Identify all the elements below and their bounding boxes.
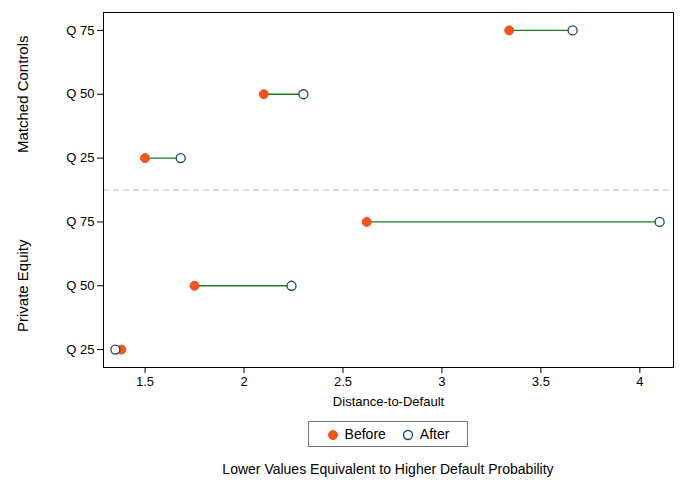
svg-text:Matched Controls: Matched Controls [14,35,31,153]
html-text:Before: Before [344,426,386,442]
svg-text:3.5: 3.5 [532,374,550,389]
svg-text:1.5: 1.5 [136,374,154,389]
svg-text:Q 75: Q 75 [66,23,94,38]
svg-text:3: 3 [438,374,445,389]
svg-text:Q 50: Q 50 [66,86,94,101]
svg-text:Q 25: Q 25 [66,150,94,165]
svg-text:Distance-to-Default: Distance-to-Default [333,394,445,409]
svg-text:Q 75: Q 75 [66,214,94,229]
svg-text:Q 50: Q 50 [66,278,94,293]
svg-text:Private Equity: Private Equity [14,239,31,332]
svg-text:2: 2 [240,374,247,389]
svg-text:Q 25: Q 25 [66,342,94,357]
html-text:After: After [419,426,450,442]
html-text:Lower Values Equivalent to Hig: Lower Values Equivalent to Higher Defaul… [222,461,554,477]
svg-text:2.5: 2.5 [334,374,352,389]
svg-text:4: 4 [636,374,643,389]
